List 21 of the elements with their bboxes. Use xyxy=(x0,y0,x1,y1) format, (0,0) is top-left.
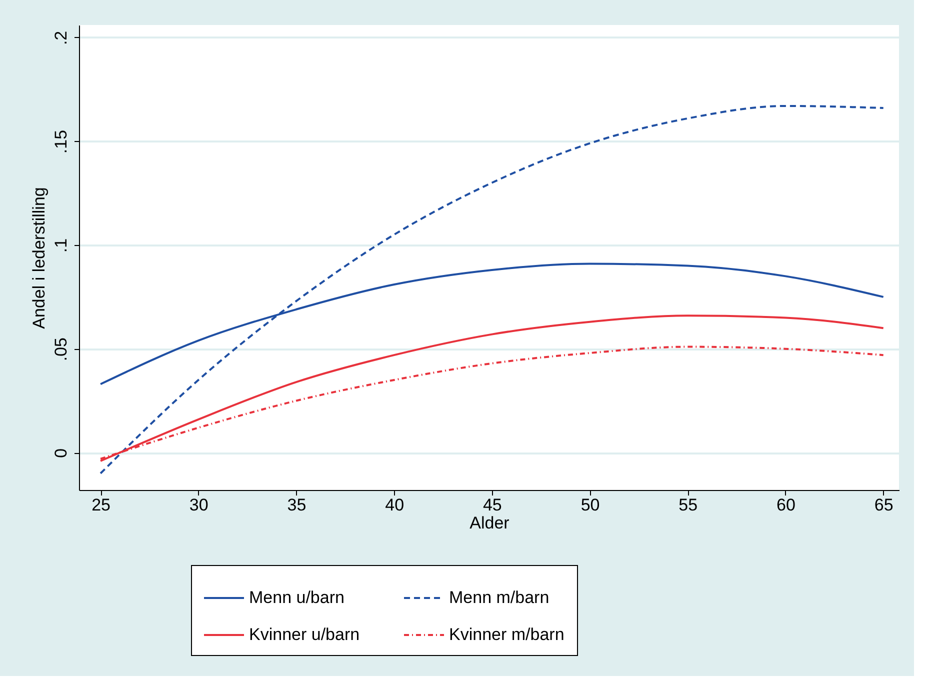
legend-label: Menn u/barn xyxy=(249,588,344,607)
legend-label: Kvinner m/barn xyxy=(449,625,564,644)
x-tick-label: 40 xyxy=(385,496,404,514)
x-tick-label: 50 xyxy=(580,496,600,514)
y-axis-title: Andel i lederstilling xyxy=(30,187,48,329)
y-tick-label: .2 xyxy=(52,30,70,46)
line-series xyxy=(100,104,884,474)
x-tick-label: 45 xyxy=(482,496,502,514)
y-tick-label: .05 xyxy=(52,338,70,362)
x-tick-label: 55 xyxy=(678,496,698,514)
legend-label: Menn m/barn xyxy=(449,588,550,607)
x-tick-label: 65 xyxy=(874,496,894,514)
x-tick-label: 60 xyxy=(776,496,796,514)
x-tick-label: 30 xyxy=(189,496,208,514)
y-tick-label: 0 xyxy=(52,448,70,458)
x-tick-label: 35 xyxy=(287,496,306,514)
y-tick-label: .1 xyxy=(52,238,70,253)
x-axis-title: Alder xyxy=(470,514,510,532)
y-tick-label: .15 xyxy=(52,130,70,154)
x-tick-label: 25 xyxy=(92,496,110,514)
legend-label: Kvinner u/barn xyxy=(249,625,360,644)
